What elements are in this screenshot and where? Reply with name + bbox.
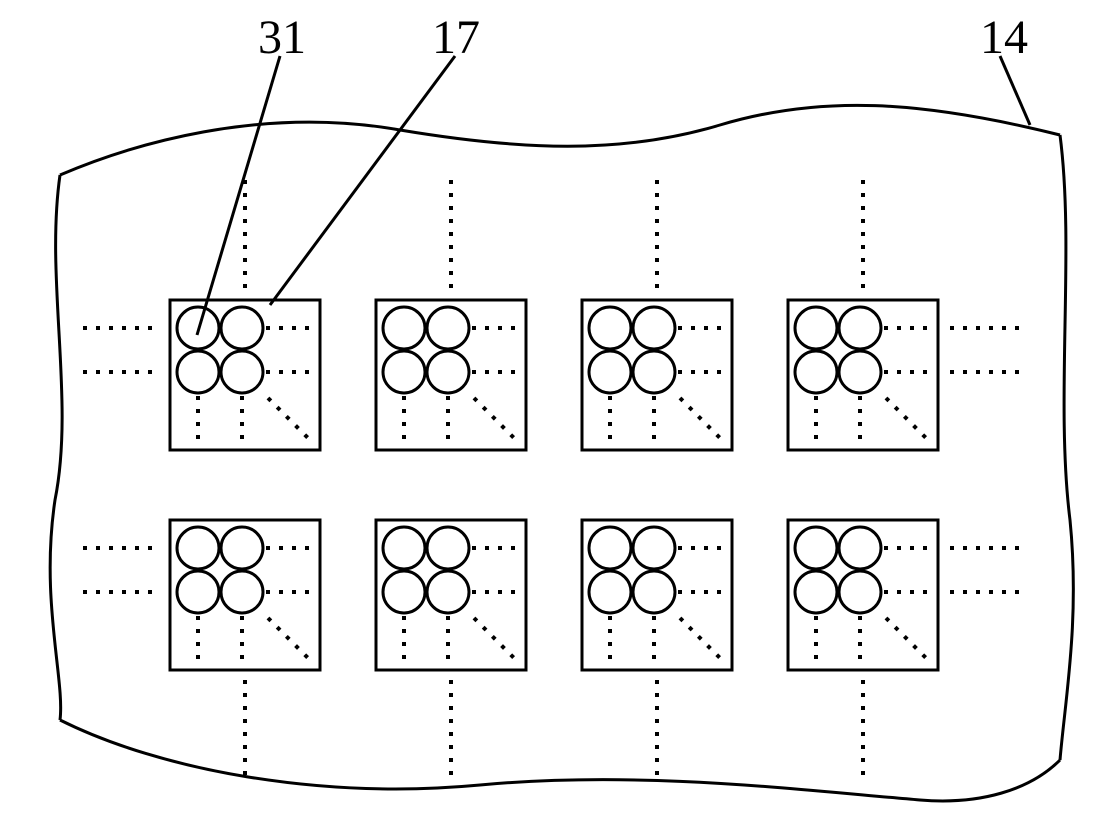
diagram-canvas: [0, 0, 1116, 838]
label-31: 31: [258, 10, 306, 65]
label-14: 14: [980, 10, 1028, 65]
label-17: 17: [432, 10, 480, 65]
